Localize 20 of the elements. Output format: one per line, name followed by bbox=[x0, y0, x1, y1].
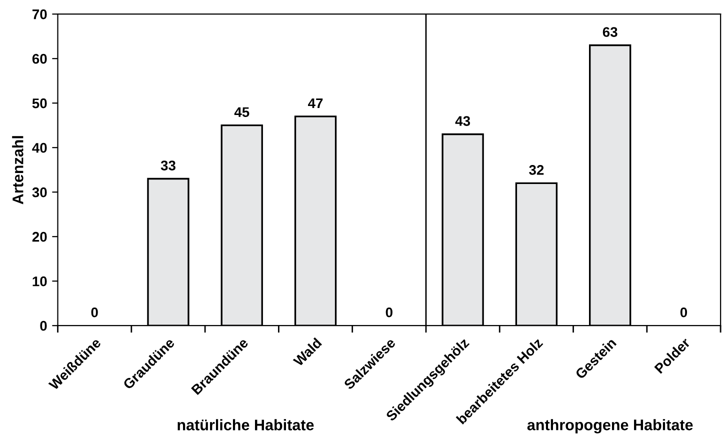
y-tick-label: 70 bbox=[32, 9, 47, 20]
data-label: 0 bbox=[91, 307, 98, 318]
data-label: 33 bbox=[160, 160, 176, 170]
y-tick-label: 40 bbox=[32, 142, 47, 153]
data-label: 0 bbox=[386, 307, 392, 318]
data-label: 45 bbox=[234, 107, 250, 118]
y-tick-label: 30 bbox=[32, 187, 47, 198]
data-label: 63 bbox=[602, 27, 618, 37]
text: anthropogene Habitate bbox=[527, 419, 693, 434]
y-tick-label: 10 bbox=[32, 276, 47, 286]
y-tick-label: 20 bbox=[32, 232, 47, 242]
data-label: 32 bbox=[529, 165, 544, 175]
data-label: 0 bbox=[680, 307, 688, 318]
y-tick-label: 0 bbox=[40, 320, 47, 331]
y-tick-label: 50 bbox=[32, 98, 47, 108]
text: natürliche Habitate bbox=[178, 419, 314, 430]
y-axis-title: Artenzahl bbox=[12, 136, 24, 204]
data-label: 43 bbox=[455, 116, 470, 126]
y-tick-label: 60 bbox=[32, 54, 47, 64]
data-label: 47 bbox=[308, 98, 323, 108]
